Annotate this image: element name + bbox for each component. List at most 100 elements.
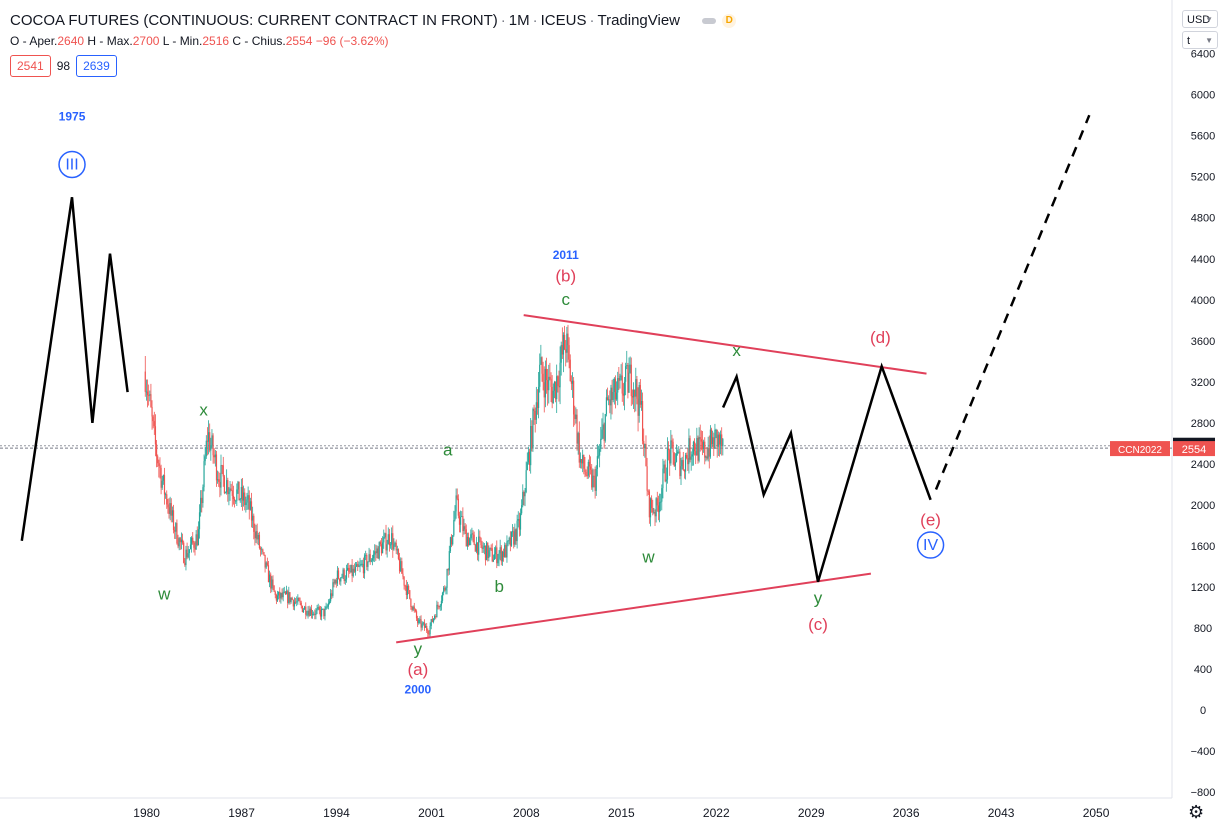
candle-body [357,564,359,567]
candle-body [509,537,511,546]
y-tick-label: 4000 [1191,295,1215,307]
candle-body [288,592,290,603]
y-tick-label: 800 [1194,623,1212,635]
candle-body [267,565,270,583]
candle-body [300,602,302,606]
candle-body [491,548,493,562]
candle-body [254,531,256,539]
candle-body [284,591,287,595]
candle-body [588,461,591,467]
candle-body [498,553,500,559]
wave-label: x [199,401,208,420]
x-tick-label: 2036 [893,806,920,820]
candle-body [290,597,292,602]
candle-body [569,359,571,382]
chevron-down-icon: ▼ [1205,15,1213,24]
candle-body [411,607,413,610]
candle-body [247,495,249,500]
candle-body [457,498,459,516]
interval-label[interactable]: 1M [508,12,530,29]
x-tick-label: 2008 [513,806,540,820]
candle-body [293,601,296,607]
candle-body [232,495,235,500]
candle-body [667,448,670,451]
candle-body [544,368,546,398]
wave-label: 2000 [405,683,432,697]
candle-body [522,491,524,506]
candle-body [273,585,275,592]
gear-icon[interactable]: ⚙ [1188,802,1205,822]
change-value: −96 (−3.62%) [315,34,389,48]
candle-body [198,512,201,530]
candle-body [618,378,620,381]
candle-body [568,345,570,360]
candle-body [628,372,630,393]
candle-body [648,491,650,518]
candle-body [428,633,430,635]
candle-body [400,561,402,572]
candle-body [176,523,178,544]
candle-body [500,547,502,562]
wave-label: y [814,588,823,607]
candle-body [240,487,242,499]
currency-select[interactable]: USD ▼ [1182,10,1218,28]
toggle-icon[interactable] [702,18,717,25]
candle-body [502,551,505,557]
candle-body [334,580,336,584]
candle-body [496,547,498,564]
y-tick-label: 400 [1194,664,1212,676]
candle-body [191,537,193,545]
sell-price-button[interactable]: 2541 [10,55,51,77]
candle-body [418,619,420,624]
candle-body [548,376,550,391]
candle-body [429,625,431,635]
candle-body [165,494,167,496]
candle-body [565,349,567,353]
candle-body [206,440,209,442]
candle-body [213,455,215,458]
candle-body [611,387,613,400]
candle-body [472,533,474,535]
candle-body [332,582,334,596]
symbol-title[interactable]: COCOA FUTURES (CONTINUOUS: CURRENT CONTR… [10,12,737,29]
candle-body [580,459,583,464]
candle-body [324,608,326,617]
ohlc-values: O - Aper.2640 H - Max.2700 L - Min.2516 … [10,34,389,48]
candle-body [168,507,170,514]
candle-body [270,574,272,589]
candle-body [623,381,626,396]
candle-body [341,576,343,578]
candle-body [309,608,311,616]
candle-body [371,558,374,561]
candle-body [663,464,665,469]
candle-body [413,606,415,610]
candle-body [274,591,276,595]
candle-body [187,553,189,558]
candle-body [415,611,418,619]
candle-body [160,467,162,488]
candle-body [396,549,398,551]
unit-select[interactable]: t ▼ [1182,31,1218,49]
candle-body [327,603,329,607]
candle-body [366,554,368,567]
x-tick-label: 1987 [228,806,255,820]
candle-body [356,564,358,567]
candle-body [456,495,458,499]
candle-body [192,537,194,543]
candle-body [467,536,470,546]
candle-body [363,555,366,574]
candle-body [473,534,475,545]
candle-body [262,549,264,553]
candle-body [202,487,204,504]
candle-body [245,502,247,506]
candle-body [543,382,545,398]
candle-body [157,456,159,464]
buy-price-button[interactable]: 2639 [76,55,117,77]
candle-body [654,512,656,517]
candle-body [464,526,466,530]
candle-body [386,544,388,551]
candle-body [264,554,266,568]
open-label: O - Aper. [10,34,58,48]
candle-body [259,548,262,550]
